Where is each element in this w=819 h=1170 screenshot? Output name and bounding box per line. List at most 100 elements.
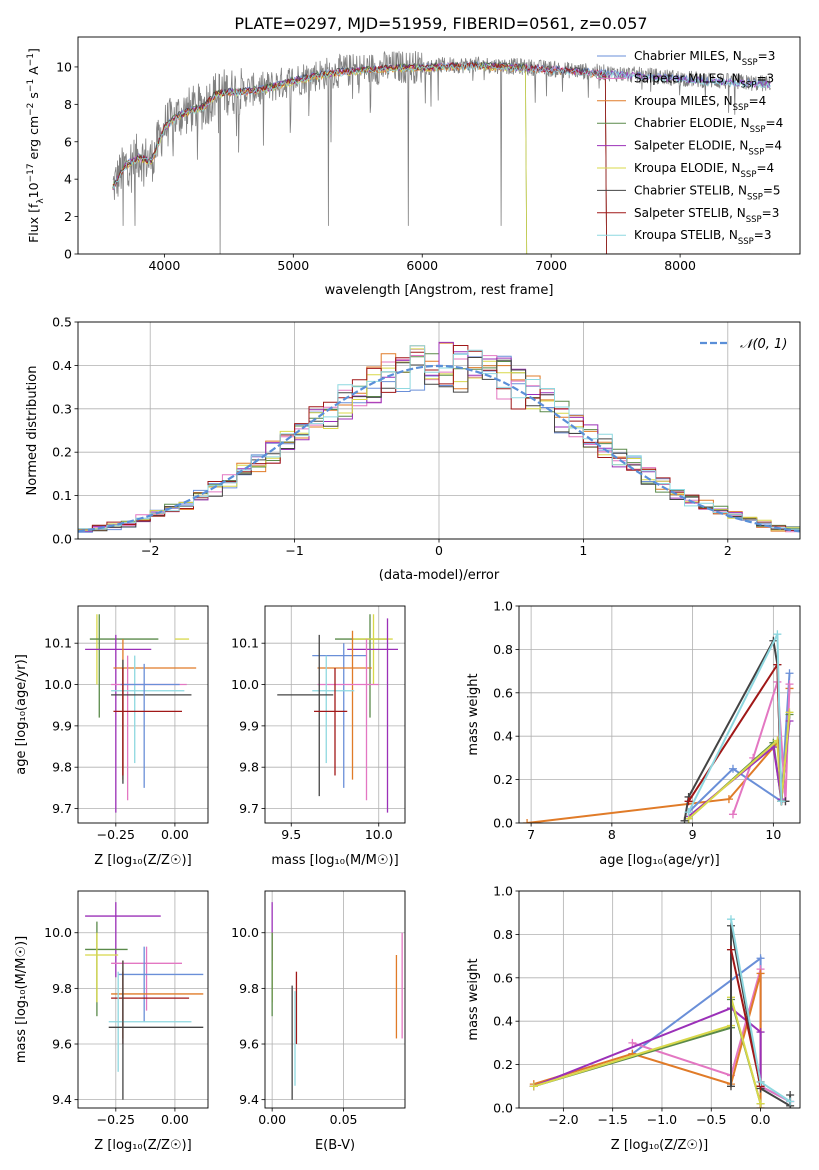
plot-area-1 [78, 341, 800, 539]
errorbar-kroupa-stelib [108, 971, 192, 1072]
y-tick-label: 0.4 [52, 358, 72, 373]
x-tick-label: 5000 [277, 258, 309, 273]
data-point-marker [756, 1099, 765, 1108]
model-spectrum-salpeter-stelib [112, 61, 771, 254]
errorbar-kroupa-elodie [85, 932, 119, 1003]
legend-label-chabrier-miles: Chabrier MILES, NSSP=3 [634, 49, 775, 68]
axes-frame [77, 321, 801, 540]
panel-5: −0.25 0.00 9.4 9.6 9.8 10.0 Z [log₁₀(Z/Z☉)] mas… [14, 890, 209, 1153]
errorbar-chabrier-miles [312, 643, 367, 788]
y-tick-label: 9.6 [52, 1037, 72, 1052]
data-point-marker [756, 954, 765, 963]
x-tick-label: 8000 [664, 258, 696, 273]
y-tick-label: 9.8 [52, 760, 72, 775]
errorbar-salpeter-miles [111, 946, 182, 1011]
panel-3: 9.5 10.0 9.7 9.8 9.9 10.0 10.1 mass [log₁₀(M/M☉… [231, 605, 406, 868]
errorbar-salpeter-elodie [85, 634, 152, 813]
data-point-marker [684, 808, 693, 817]
errorbar-chabrier-elodie [89, 614, 159, 718]
errorbar-kroupa-miles [113, 639, 197, 780]
series-salpeter-elodie [684, 717, 794, 821]
x-tick-label: 7000 [535, 258, 567, 273]
legend-label-chabrier-elodie: Chabrier ELODIE, NSSP=4 [634, 116, 783, 135]
errorbar-chabrier-stelib [277, 634, 334, 797]
model-spectrum-kroupa-miles [112, 62, 771, 254]
plot-area-7 [529, 915, 795, 1108]
data-point-marker [726, 945, 735, 954]
axes-frame [264, 605, 406, 824]
y-tick-label: 10.1 [44, 636, 72, 651]
errorbar-salpeter-stelib [314, 668, 348, 776]
axes-frame [77, 36, 801, 255]
panel-6: 0.00 0.05 9.4 9.6 9.8 10.0 E(B-V) [231, 890, 406, 1153]
axes-frame [518, 605, 801, 824]
data-point-marker [786, 1097, 795, 1106]
x-axis-label: Z [log₁₀(Z/Z☉)] [94, 853, 191, 868]
y-tick-label: 9.4 [52, 1092, 72, 1107]
y-tick-label: 9.8 [52, 981, 72, 996]
y-axis-label: age [log₁₀(age/yr)] [14, 654, 29, 775]
x-tick-label: 0 [435, 543, 443, 558]
data-point-marker [680, 816, 689, 823]
data-point-marker [785, 669, 794, 678]
plot-area-5 [85, 902, 204, 1100]
y-axis-label: mass weight [466, 958, 481, 1040]
series-kroupa-stelib [684, 630, 786, 817]
data-point-marker [756, 1028, 765, 1037]
panel-1: −2 −1 0 1 2 0.0 0.1 0.2 0.3 0.4 0.5 𝒩(0, 1) (data-mo… [25, 315, 801, 583]
y-tick-label: 10 [56, 59, 72, 74]
data-point-marker [773, 630, 782, 639]
y-tick-label: 8 [64, 97, 72, 112]
x-tick-label: −0.25 [97, 1112, 135, 1127]
y-tick-label: 0.0 [493, 1101, 513, 1116]
series-line [687, 633, 783, 813]
y-tick-label: 9.9 [52, 718, 72, 733]
x-tick-label: 9 [689, 827, 697, 842]
data-point-marker [726, 915, 735, 924]
axes-frame [518, 890, 801, 1109]
data-point-marker [684, 797, 693, 806]
errorbar-chabrier-miles [120, 663, 180, 788]
legend-label-salpeter-elodie: Salpeter ELODIE, NSSP=4 [634, 139, 782, 158]
legend: 𝒩(0, 1) [700, 337, 787, 352]
normal-reference-curve [78, 364, 800, 533]
x-tick-label: −1.5 [597, 1112, 627, 1127]
y-tick-label: 10.1 [231, 636, 259, 651]
legend-label-chabrier-stelib: Chabrier STELIB, NSSP=5 [634, 183, 781, 202]
errorbar-kroupa-stelib [111, 655, 185, 764]
legend: Chabrier MILES, NSSP=3 Salpeter MILES, NS… [597, 49, 783, 247]
legend-label-kroupa-stelib: Kroupa STELIB, NSSP=3 [634, 228, 772, 247]
y-axis-label: Flux [fλ10−17 erg cm−2 s−1 A−1] [26, 48, 46, 243]
plot-area-6 [271, 902, 403, 1100]
data-point-marker [726, 1082, 735, 1091]
x-tick-label: −2 [141, 543, 159, 558]
data-point-marker [628, 1038, 637, 1047]
data-point-marker [529, 1082, 538, 1091]
y-axis-label: mass weight [466, 673, 481, 755]
data-point-marker [728, 810, 737, 819]
x-tick-label: 10.0 [365, 827, 393, 842]
y-tick-label: 10.0 [231, 677, 259, 692]
y-tick-label: 1.0 [493, 599, 513, 614]
plot-area-3 [277, 614, 398, 813]
x-tick-label: 1 [579, 543, 587, 558]
data-point-marker [785, 680, 794, 689]
y-tick-label: 0.8 [493, 927, 513, 942]
panel-4: 7 8 9 10 0.0 0.2 0.4 0.6 0.8 1.0 age [log₁₀(age/yr… [466, 599, 801, 868]
y-tick-label: 0.6 [493, 685, 513, 700]
y-tick-label: 9.8 [239, 981, 259, 996]
panel-7: −2.0 −1.5 −1.0 −0.5 0.0 0.0 0.2 0.4 0.6 0.8 1.0 Z [… [466, 884, 801, 1153]
data-point-marker [756, 969, 765, 978]
series-kroupa-elodie [529, 993, 765, 1108]
data-point-marker [728, 764, 737, 773]
series-salpeter-stelib [684, 660, 786, 806]
legend-label-salpeter-miles: Salpeter MILES, NSSP=3 [634, 71, 774, 90]
x-tick-label: −0.25 [97, 827, 135, 842]
y-tick-label: 0.1 [52, 488, 72, 503]
data-point-marker [523, 819, 532, 823]
x-tick-label: 2 [724, 543, 732, 558]
axes-frame [77, 605, 209, 824]
y-tick-label: 0.2 [52, 445, 72, 460]
errorbar-chabrier-elodie [85, 921, 128, 1017]
panel-2: −0.25 0.00 9.7 9.8 9.9 10.0 10.1 Z [log₁₀(Z/Z☉)… [14, 605, 209, 868]
